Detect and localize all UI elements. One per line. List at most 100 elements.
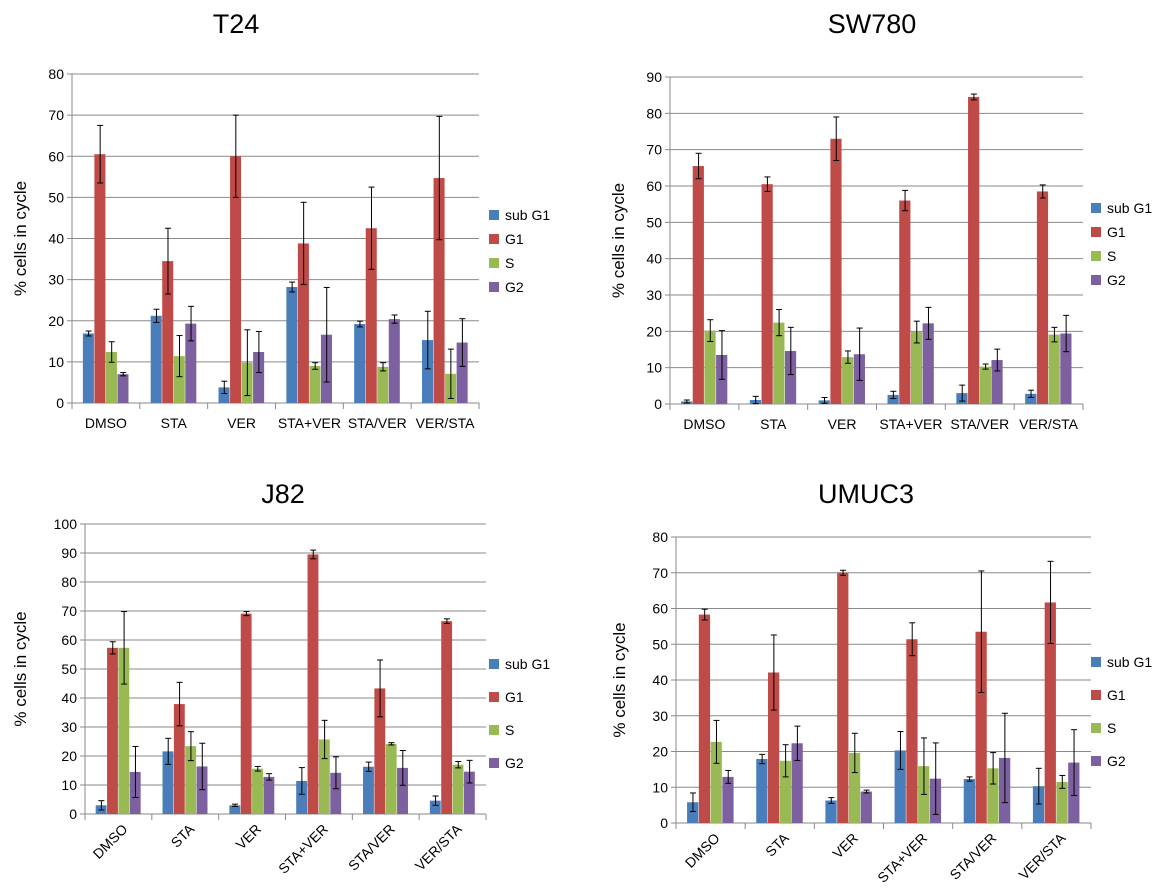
y-tick-label: 30 [61,719,77,735]
bar-g2-ver [263,776,275,814]
bar-g1-sta [162,261,174,403]
bar-g1-sta-ver [307,554,319,814]
bar-g1-ver-sta [433,178,445,403]
legend-label-sub-g1: sub G1 [505,207,550,223]
legend-swatch-g2 [1091,756,1101,766]
y-tick-label: 50 [48,189,64,205]
bar-sub-g1-ver [825,800,837,823]
bar-g2-sta [791,743,803,823]
bar-g2-ver-sta [456,342,468,403]
legend-label-sub-g1: sub G1 [1107,654,1152,670]
legend-label-g2: G2 [505,755,524,771]
bar-sub-g1-ver-sta [429,800,441,814]
y-tick-label: 20 [646,323,662,339]
chart-panel-t24: T24 0 10 20 30 40 50 60 70 80 % cells in cycle DMSO… [11,9,550,431]
bar-s-dmso [710,741,722,823]
y-tick-label: 40 [646,251,662,267]
legend-swatch-g1 [1091,690,1101,700]
bar-s-ver-sta [1056,781,1068,823]
y-tick-label: 0 [56,395,64,411]
bar-g1-sta-ver [975,631,987,823]
x-tick-label: DMSO [683,416,725,432]
y-tick-label: 50 [61,661,77,677]
bar-g1-sta-ver [374,688,386,814]
y-tick-label: 60 [652,601,668,617]
legend-label-g1: G1 [505,231,524,247]
legend-swatch-s [489,258,499,268]
y-axis-label: % cells in cycle [11,611,30,726]
legend-swatch-g1 [489,692,499,702]
bar-g2-sta-ver [397,767,408,814]
bar-g1-sta-ver [297,243,309,403]
bar-s-dmso [118,647,130,814]
bar-s-ver-sta [452,764,464,814]
x-tick-label: STA+VER [879,416,942,432]
y-tick-label: 10 [61,777,77,793]
y-tick-label: 10 [646,360,662,376]
legend-swatch-g1 [1091,227,1101,237]
y-tick-label: 30 [48,272,64,288]
bar-g1-ver [837,572,849,823]
chart-panel-umuc3: UMUC3 0 10 20 30 40 50 60 70 80 % cells in cycle DM… [610,479,1152,886]
y-tick-label: 80 [61,574,77,590]
bar-sub-g1-sta-ver [296,780,308,814]
bar-g2-ver [253,352,265,403]
bar-g1-sta [761,184,773,404]
x-tick-label: STA [762,829,792,859]
bar-sub-g1-sta-ver [363,766,374,814]
bar-g2-ver-sta [463,771,475,814]
chart-panel-sw780: SW780 0 10 20 30 40 50 60 70 80 90 % cells in cycle… [609,9,1152,432]
x-tick-label: VER/STA [1016,829,1069,882]
y-tick-label: 30 [646,287,662,303]
legend-label-g2: G2 [1107,272,1126,288]
legend-swatch-sub-g1 [489,210,499,220]
legend-label-s: S [505,255,514,271]
legend-swatch-g1 [489,234,499,244]
bar-g2-sta-ver [330,772,342,814]
bar-sub-g1-sta-ver [887,394,899,404]
bar-sub-g1-ver [218,387,230,403]
bar-g1-ver [240,613,252,814]
y-tick-label: 20 [652,744,668,760]
x-tick-label: VER [227,415,256,431]
legend-swatch-g2 [1091,275,1101,285]
y-tick-label: 20 [61,748,77,764]
bar-s-ver [252,768,263,814]
y-axis-label: % cells in cycle [11,181,30,296]
x-tick-label: VER [829,830,861,862]
y-tick-label: 70 [48,107,64,123]
y-tick-label: 40 [652,672,668,688]
legend-label-s: S [1107,720,1116,736]
y-tick-label: 60 [48,148,64,164]
bar-sub-g1-ver-sta [1025,393,1037,404]
bar-sub-g1-sta-ver [894,750,906,823]
x-tick-label: STA [161,415,188,431]
bar-g1-ver-sta [1044,602,1056,823]
bar-g2-ver-sta [1060,333,1072,404]
bar-g1-dmso [107,647,118,814]
bar-s-dmso [105,352,117,403]
bar-g2-dmso [117,374,129,403]
y-tick-label: 70 [61,603,77,619]
x-tick-label: VER/STA [1019,416,1079,432]
x-tick-label: STA [760,416,787,432]
y-tick-label: 20 [48,313,64,329]
bar-g1-ver [830,138,842,404]
y-tick-label: 0 [660,815,668,831]
bar-g2-sta-ver [991,360,1003,404]
y-axis-label: % cells in cycle [610,622,629,737]
y-tick-label: 80 [646,105,662,121]
bar-g2-sta-ver [922,323,934,404]
bar-g1-ver-sta [441,621,453,814]
y-tick-label: 60 [646,178,662,194]
x-tick-label: DMSO [85,415,127,431]
bar-sub-g1-ver [229,805,241,814]
bar-g2-ver [860,791,872,823]
x-tick-label: STA+VER [275,821,331,877]
bar-g1-sta-ver [906,639,918,823]
bar-sub-g1-sta [162,751,174,814]
x-tick-label: DMSO [90,821,131,862]
bar-sub-g1-sta [756,759,768,823]
bar-s-sta-ver [987,768,999,823]
bar-sub-g1-dmso [687,802,699,823]
